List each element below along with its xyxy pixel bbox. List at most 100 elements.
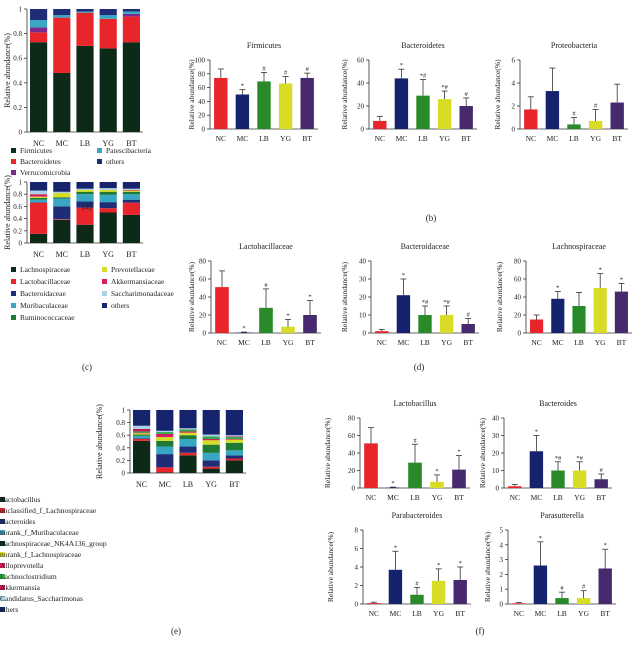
x-tick-label: MC <box>159 480 171 489</box>
legend-swatch <box>11 159 16 164</box>
x-tick-label: YG <box>574 493 585 502</box>
bar <box>410 595 423 604</box>
y-tick-label: 80 <box>348 415 356 423</box>
panel-label-b: (b) <box>426 213 437 223</box>
bar <box>418 315 431 333</box>
significance-label: *# <box>441 84 448 91</box>
legend-swatch <box>11 279 16 284</box>
panel-label-c: (c) <box>82 362 92 372</box>
x-tick-label: MC <box>547 134 559 143</box>
stack-segment <box>156 434 173 437</box>
stack-segment <box>30 32 47 42</box>
x-tick-label: BT <box>461 134 471 143</box>
stack-segment <box>156 410 173 431</box>
x-tick-label: NC <box>375 134 385 143</box>
x-tick-label: NC <box>33 250 44 259</box>
y-tick-label: 1 <box>19 179 23 187</box>
stack-segment <box>156 447 173 455</box>
stack-segment <box>179 435 196 439</box>
y-tick-label: 60 <box>198 84 206 92</box>
significance-label: * <box>400 62 403 69</box>
y-tick-label: 1 <box>19 6 23 14</box>
y-tick-label: 20 <box>199 312 207 320</box>
x-tick-label: BT <box>305 338 315 347</box>
bar <box>594 288 607 333</box>
stack-segment <box>100 190 117 192</box>
bar <box>373 121 386 129</box>
stack-segment <box>203 467 220 469</box>
bar <box>615 292 628 333</box>
legend-swatch <box>102 303 107 308</box>
bar <box>440 315 453 333</box>
bar <box>573 471 586 489</box>
x-tick-label: NC <box>136 480 147 489</box>
legend-label: norank_f_Muribaculaceae <box>0 528 79 537</box>
bar <box>599 568 612 604</box>
stack-segment <box>133 438 150 439</box>
y-tick-label: 0 <box>122 470 126 478</box>
y-tick-label: 0 <box>352 485 356 493</box>
stack-segment <box>179 447 196 453</box>
bar <box>416 96 429 129</box>
stack-segment <box>53 182 70 192</box>
x-tick-label: LB <box>80 250 90 259</box>
chart-title: Parasutterella <box>540 511 584 520</box>
significance-label: * <box>459 560 462 567</box>
stack-segment <box>226 410 243 435</box>
chart-title: Lachnospiraceae <box>552 242 606 251</box>
x-tick-label: MC <box>56 250 68 259</box>
x-tick-label: BT <box>617 338 627 347</box>
x-tick-label: BT <box>463 338 473 347</box>
stack-segment <box>123 42 140 132</box>
legend-label: Ruminococcaceae <box>20 313 75 322</box>
stack-segment <box>226 459 243 461</box>
x-tick-label: LB <box>420 338 430 347</box>
y-tick-label: 60 <box>357 57 365 65</box>
y-axis-title: Relative abundance(%) <box>478 417 487 488</box>
y-tick-label: 0 <box>19 240 23 248</box>
bar <box>395 78 408 129</box>
y-tick-label: 0 <box>363 330 367 338</box>
stack-segment <box>30 198 47 200</box>
y-tick-label: 0 <box>203 330 207 338</box>
y-axis-title: Relative abundance(%) <box>493 59 502 130</box>
x-tick-label: MC <box>387 493 399 502</box>
bar <box>546 91 559 129</box>
y-tick-label: 0.6 <box>13 55 22 63</box>
significance-label: # <box>594 102 598 109</box>
bar <box>257 81 270 129</box>
stack-segment <box>53 198 70 206</box>
bar <box>530 451 543 488</box>
significance-label: # <box>306 66 310 73</box>
y-tick-label: 3 <box>500 556 504 564</box>
y-tick-label: 80 <box>514 258 522 266</box>
stack-segment <box>30 42 47 132</box>
x-tick-label: NC <box>369 609 379 618</box>
stack-segment <box>179 428 196 429</box>
stack-segment <box>100 48 117 132</box>
x-tick-label: YG <box>205 480 217 489</box>
stack-segment <box>76 182 93 189</box>
stack-segment <box>123 191 140 192</box>
significance-label: * <box>391 480 394 487</box>
x-tick-label: LB <box>259 134 269 143</box>
stack-segment <box>100 9 117 15</box>
y-tick-label: 4 <box>355 564 359 572</box>
y-tick-label: 30 <box>359 276 367 284</box>
y-tick-label: 1 <box>500 586 504 594</box>
bar <box>214 78 227 129</box>
stack-segment <box>203 440 220 444</box>
stack-segment <box>30 20 47 27</box>
y-axis-title: Relative abundance(%) <box>340 59 349 130</box>
y-tick-label: 40 <box>198 98 206 106</box>
y-tick-label: 5 <box>500 527 504 535</box>
stack-segment <box>133 429 150 432</box>
significance-label: * <box>435 468 438 475</box>
stack-segment <box>123 200 140 203</box>
y-tick-label: 60 <box>348 432 356 440</box>
stack-segment <box>226 440 243 443</box>
stack-segment <box>156 467 173 472</box>
stack-segment <box>203 410 220 435</box>
stack-segment <box>179 431 196 432</box>
stack-segment <box>179 439 196 447</box>
